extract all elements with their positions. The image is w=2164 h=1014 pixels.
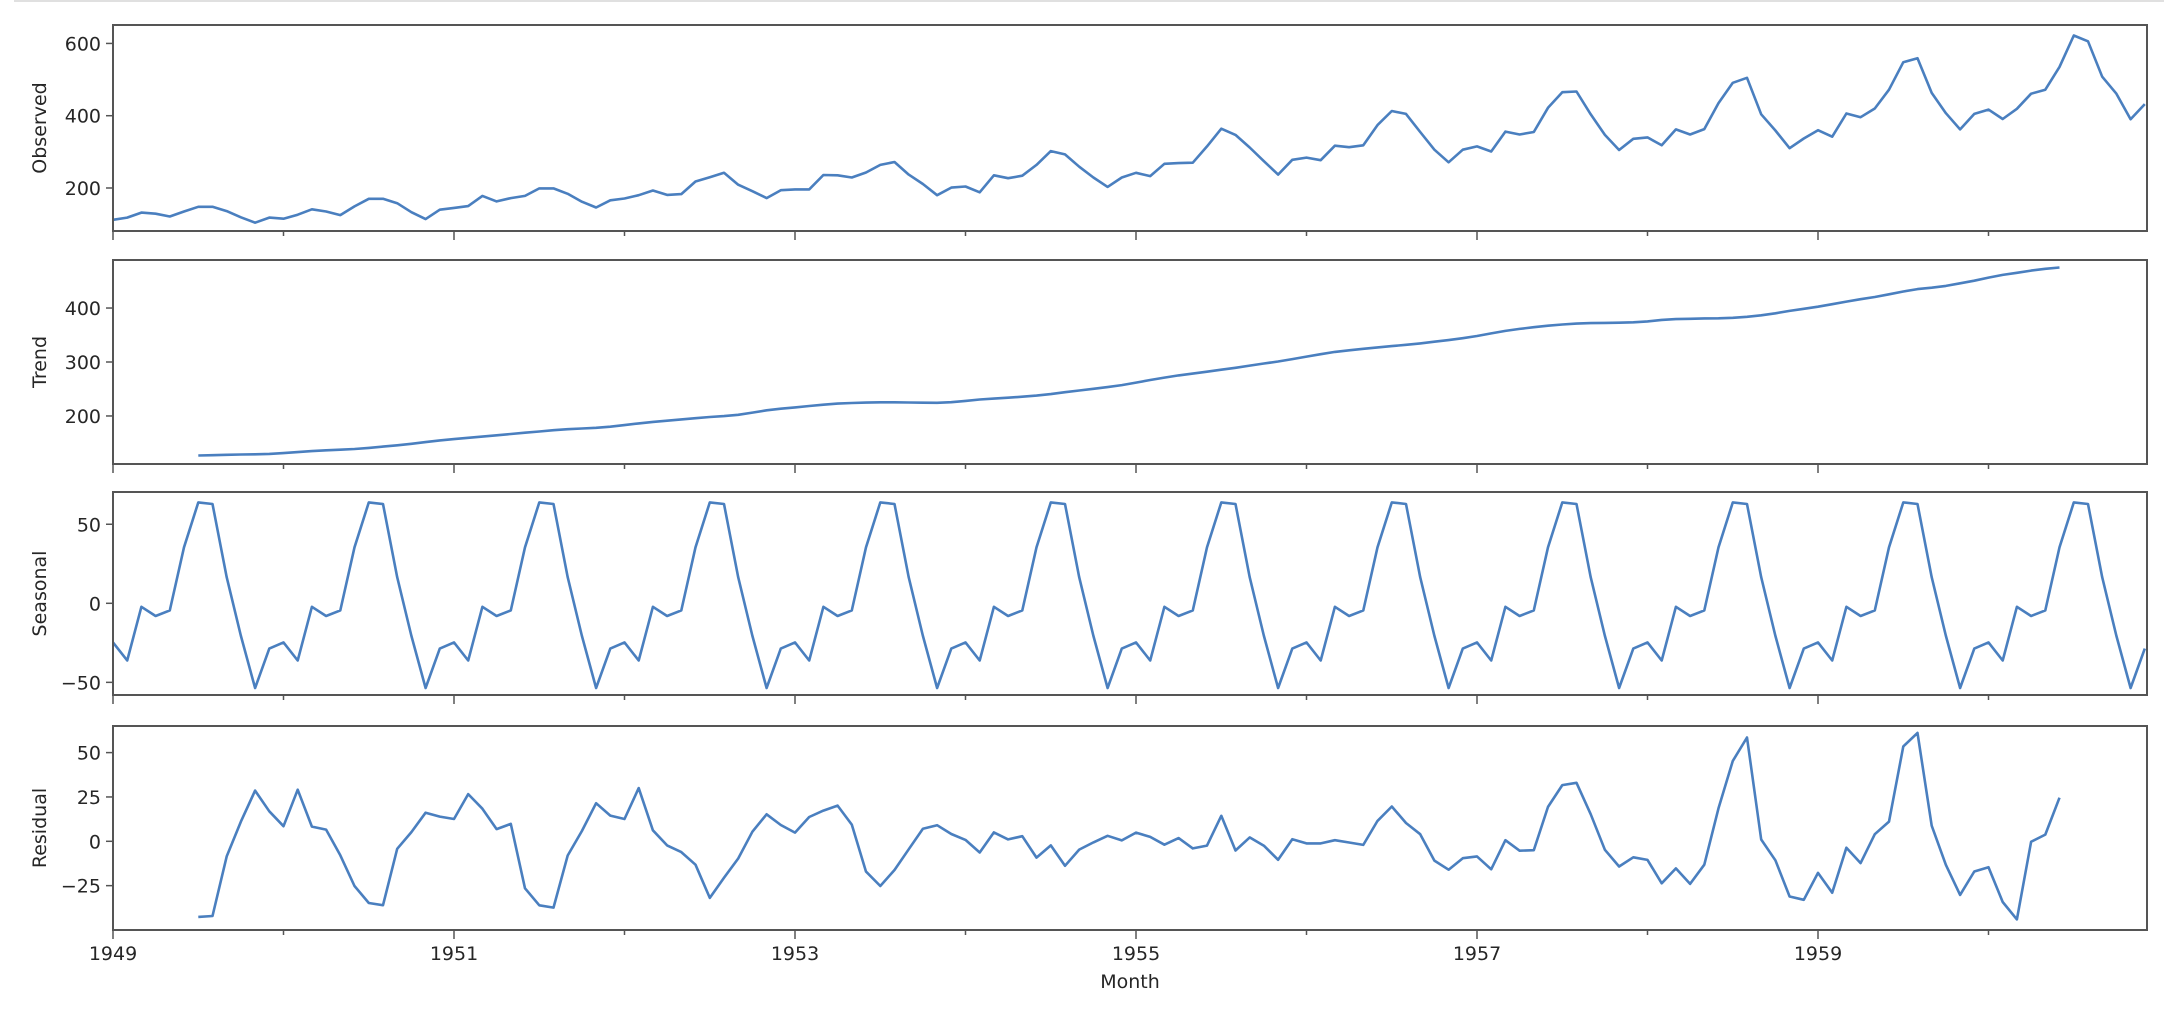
seasonal-line bbox=[111, 501, 2147, 690]
observed-axes-frame bbox=[112, 24, 2148, 232]
x-tick-label: 1953 bbox=[771, 943, 819, 965]
y-tick-label: 50 bbox=[77, 743, 101, 765]
y-tick-label: 200 bbox=[65, 406, 101, 428]
y-tick-label: 600 bbox=[65, 33, 101, 55]
panel-residual: −25 0 25 50 Residual bbox=[29, 725, 2148, 939]
x-tick-label: 1957 bbox=[1453, 943, 1501, 965]
panel-seasonal: −50 0 50 Seasonal bbox=[29, 491, 2148, 704]
y-tick-label: 25 bbox=[77, 787, 101, 809]
trend-line bbox=[198, 266, 2060, 457]
x-tick-label: 1951 bbox=[430, 943, 478, 965]
residual-axes-frame bbox=[112, 725, 2148, 931]
trend-axes-frame bbox=[112, 259, 2148, 465]
notebook-cell-border bbox=[14, 0, 2164, 2]
x-tick-label: 1959 bbox=[1794, 943, 1842, 965]
x-axis-title: Month bbox=[1100, 971, 1160, 993]
y-tick-label: 400 bbox=[65, 106, 101, 128]
seasonal-axes-frame bbox=[112, 491, 2148, 696]
y-tick-label: 0 bbox=[89, 593, 101, 615]
y-tick-label: −25 bbox=[61, 876, 101, 898]
x-tick-label: 1955 bbox=[1112, 943, 1160, 965]
observed-line bbox=[112, 34, 2146, 224]
y-tick-label: −50 bbox=[61, 672, 101, 694]
y-tick-label: 400 bbox=[65, 298, 101, 320]
panel-observed: 200 400 600 Observed bbox=[29, 24, 2148, 240]
residual-line bbox=[198, 731, 2061, 921]
y-tick-label: 0 bbox=[89, 831, 101, 853]
y-tick-label: 300 bbox=[65, 352, 101, 374]
residual-y-axis-title: Residual bbox=[29, 788, 51, 868]
x-tick-label: 1949 bbox=[89, 943, 137, 965]
panel-trend: 200 300 400 Trend bbox=[29, 259, 2148, 473]
y-tick-label: 50 bbox=[77, 514, 101, 536]
y-tick-label: 200 bbox=[65, 178, 101, 200]
seasonal-y-axis-title: Seasonal bbox=[29, 551, 51, 637]
observed-y-axis-title: Observed bbox=[29, 82, 51, 173]
trend-y-axis-title: Trend bbox=[29, 336, 51, 389]
